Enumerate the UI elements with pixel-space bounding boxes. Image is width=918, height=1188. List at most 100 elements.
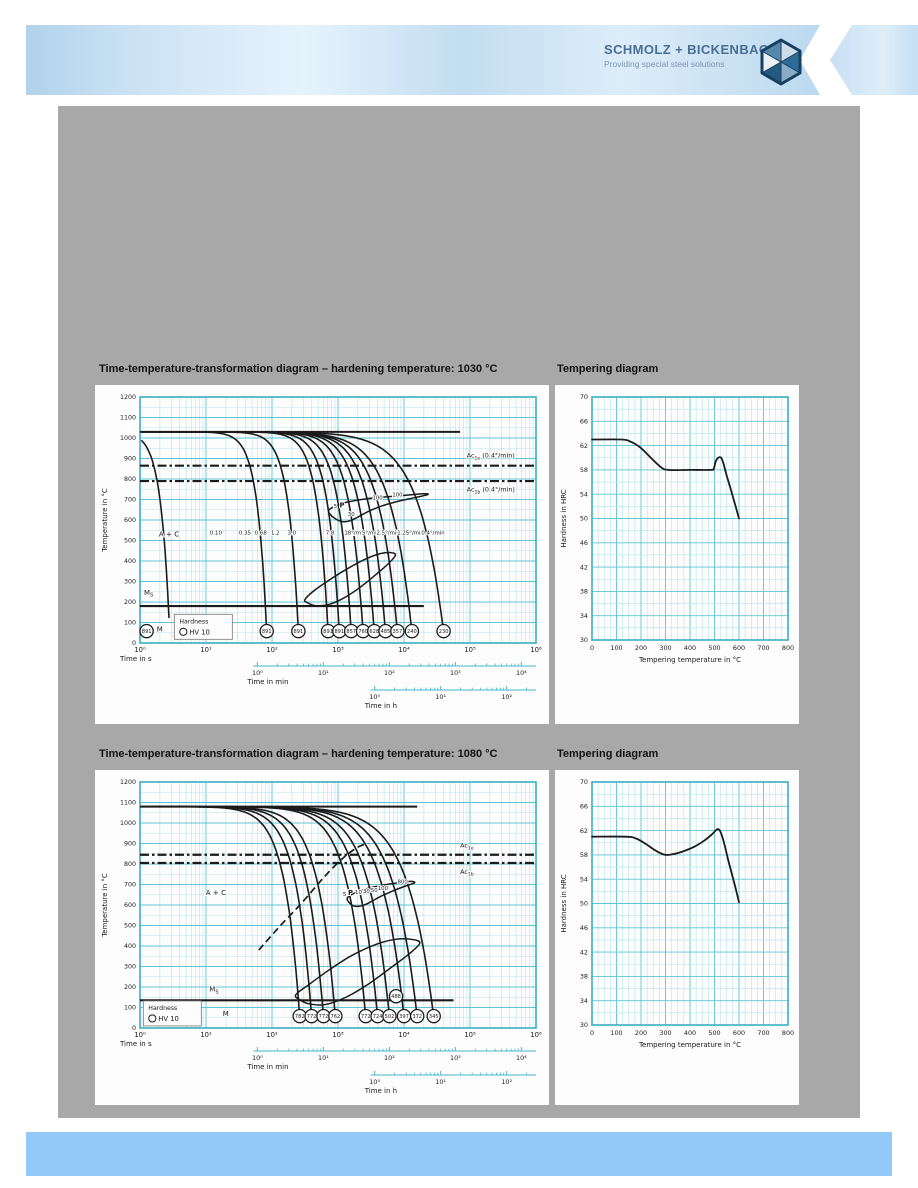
svg-text:1100: 1100	[120, 415, 136, 422]
svg-text:58: 58	[580, 851, 588, 859]
svg-text:1.25°/min: 1.25°/min	[397, 530, 424, 536]
svg-text:10⁴: 10⁴	[398, 1031, 410, 1039]
svg-text:891: 891	[142, 629, 152, 635]
svg-text:Time in h: Time in h	[364, 1087, 397, 1095]
svg-text:10¹: 10¹	[318, 669, 329, 677]
svg-text:5: 5	[334, 504, 337, 510]
svg-text:500: 500	[124, 538, 136, 545]
svg-text:400: 400	[684, 644, 696, 652]
ttt-1030-panel: 0 100 200 300 400 500 600 700 800 900 1000 1100 1200…	[95, 385, 549, 724]
svg-text:891: 891	[294, 629, 304, 635]
svg-text:Time in min: Time in min	[246, 1063, 288, 1071]
svg-text:P: P	[348, 889, 353, 897]
svg-text:372: 372	[412, 1014, 422, 1020]
svg-text:10⁰: 10⁰	[369, 693, 380, 701]
svg-text:10¹: 10¹	[200, 1031, 212, 1039]
transformation-regions	[258, 842, 421, 1006]
brand-tagline: Providing special steel solutions	[604, 59, 725, 69]
tempering-1-chart: 0 100 200 300 400 500 600 700 800 30 34 38 42 46 50 54 5…	[560, 393, 794, 664]
svg-text:10⁵: 10⁵	[464, 1031, 476, 1039]
svg-text:200: 200	[635, 644, 647, 652]
svg-text:300: 300	[659, 644, 671, 652]
svg-text:600: 600	[124, 902, 136, 909]
svg-text:100: 100	[392, 493, 403, 499]
svg-text:300: 300	[659, 1029, 671, 1037]
svg-text:600: 600	[733, 1029, 745, 1037]
svg-text:Time in s: Time in s	[119, 1040, 152, 1048]
svg-text:397: 397	[399, 1014, 409, 1020]
ttt-1080-panel: 0 100 200 300 400 500 600 700 800 900 1000 1100 1200…	[95, 770, 549, 1105]
svg-text:54: 54	[580, 875, 588, 883]
svg-text:724: 724	[373, 1014, 383, 1020]
svg-text:857: 857	[346, 629, 356, 635]
svg-text:46: 46	[580, 539, 588, 547]
svg-text:2.5°/min: 2.5°/min	[377, 530, 400, 536]
svg-text:0.68: 0.68	[255, 530, 268, 536]
svg-text:800: 800	[398, 879, 409, 885]
svg-text:400: 400	[684, 1029, 696, 1037]
svg-text:Ac1e (0.4°/min): Ac1e (0.4°/min)	[467, 451, 515, 461]
svg-text:MS: MS	[209, 986, 218, 996]
svg-text:628: 628	[369, 629, 379, 635]
svg-text:200: 200	[635, 1029, 647, 1037]
svg-text:66: 66	[580, 803, 588, 811]
svg-text:10⁴: 10⁴	[516, 669, 527, 677]
svg-text:66: 66	[580, 418, 588, 426]
svg-text:600: 600	[733, 644, 745, 652]
cooling-curves	[141, 805, 435, 1018]
svg-text:0.4°/min: 0.4°/min	[421, 530, 444, 536]
svg-text:10¹: 10¹	[200, 646, 212, 654]
svg-text:50: 50	[580, 515, 588, 523]
brand-logo-icon	[760, 38, 802, 86]
hardness-curve	[591, 828, 740, 904]
chart-title-tempering-1: Tempering diagram	[557, 363, 659, 375]
svg-text:HV 10: HV 10	[158, 1015, 179, 1023]
svg-text:100: 100	[372, 496, 383, 502]
svg-text:70: 70	[580, 778, 588, 786]
svg-text:Temperature in °C: Temperature in °C	[101, 873, 109, 938]
svg-text:900: 900	[124, 456, 136, 463]
svg-text:30: 30	[580, 636, 588, 644]
svg-text:7.8: 7.8	[326, 530, 335, 536]
axis-labels: 0 100 200 300 400 500 600 700 800 30 34 38 42 46 50 54 5…	[560, 778, 794, 1049]
svg-text:240: 240	[407, 629, 417, 635]
svg-text:62: 62	[580, 442, 588, 450]
chart-title-tempering-2: Tempering diagram	[557, 748, 659, 760]
ttt-1080-chart: 0 100 200 300 400 500 600 700 800 900 1000 1100 1200…	[101, 779, 542, 1095]
svg-text:800: 800	[782, 1029, 794, 1037]
svg-text:1200: 1200	[120, 779, 136, 786]
svg-text:0: 0	[590, 1029, 594, 1037]
footer-band	[26, 1132, 892, 1176]
svg-text:700: 700	[757, 1029, 769, 1037]
svg-text:30: 30	[580, 1021, 588, 1029]
svg-text:Hardness: Hardness	[148, 1005, 177, 1012]
svg-text:38: 38	[580, 973, 588, 981]
svg-text:400: 400	[124, 943, 136, 950]
svg-text:485: 485	[381, 629, 391, 635]
chart-title-ttt-1080: Time-temperature-transformation diagram …	[99, 748, 498, 760]
svg-text:34: 34	[580, 612, 588, 620]
svg-text:Time in min: Time in min	[246, 678, 288, 686]
svg-text:10²: 10²	[384, 669, 395, 677]
header-band-accent	[830, 25, 918, 95]
svg-text:782: 782	[295, 1014, 305, 1020]
svg-text:46: 46	[580, 924, 588, 932]
curve-labels: 5 P 10 30 50 100 800 A + C M	[205, 878, 410, 1019]
svg-text:1200: 1200	[120, 394, 136, 401]
curve-labels: 0.10 0.35 0.68 1.2 3.0 7.8 18°/min5°/min2.5°/m…	[156, 492, 446, 635]
svg-text:10: 10	[355, 890, 362, 896]
svg-text:760: 760	[358, 629, 368, 635]
svg-text:700: 700	[124, 497, 136, 504]
svg-text:502: 502	[385, 1014, 395, 1020]
svg-text:10¹: 10¹	[435, 1078, 446, 1086]
svg-text:Hardness in HRC: Hardness in HRC	[560, 489, 568, 547]
svg-text:488: 488	[391, 994, 401, 1000]
svg-text:200: 200	[124, 984, 136, 991]
svg-text:10⁶: 10⁶	[530, 646, 542, 654]
svg-text:M: M	[157, 626, 163, 634]
chart-title-ttt-1030: Time-temperature-transformation diagram …	[99, 363, 498, 375]
svg-text:100: 100	[378, 886, 389, 892]
